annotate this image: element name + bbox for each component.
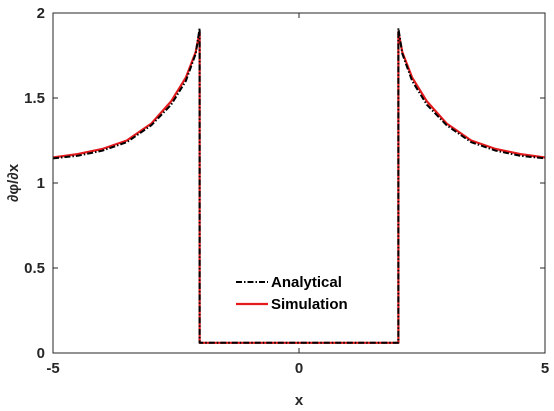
ticks (52, 12, 546, 354)
legend-box (229, 265, 365, 317)
x-tick-label: 0 (295, 360, 303, 377)
y-tick-label: 1 (37, 175, 45, 192)
y-tick-label: 1.5 (24, 90, 45, 107)
tick-labels: -5 0 500.511.52 (24, 5, 549, 377)
legend-label-analytical: Analytical (271, 274, 342, 291)
y-tick-label: 2 (37, 5, 45, 22)
y-tick-label: 0.5 (24, 260, 45, 277)
legend-label-simulation: Simulation (271, 296, 348, 313)
x-tick-label: 5 (541, 360, 549, 377)
series-line-analytical (52, 27, 546, 344)
legend: Analytical Simulation (229, 265, 365, 317)
series-line-simulation (52, 30, 546, 344)
y-axis-label: ∂φ/∂x (5, 163, 22, 202)
series-lines (52, 27, 546, 344)
x-axis-label: x (295, 392, 304, 409)
x-tick-label: -5 (46, 360, 59, 377)
y-tick-label: 0 (37, 345, 45, 362)
axes (52, 12, 546, 354)
